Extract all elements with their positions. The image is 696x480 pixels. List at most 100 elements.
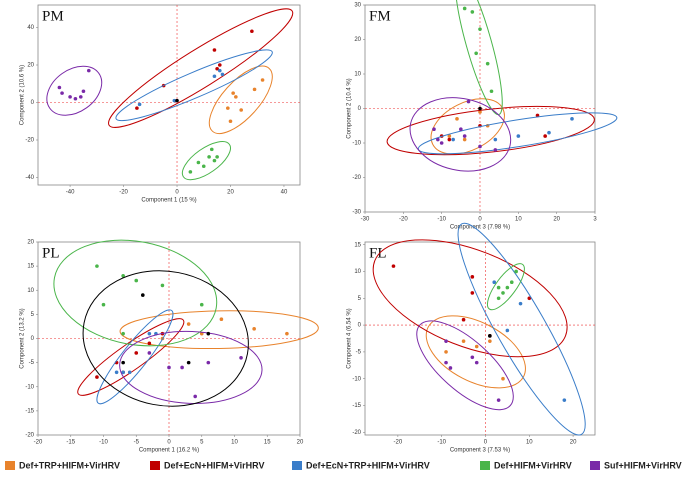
panel: -40 -20 0 20 40 -40 -20 0 20 40 Component 1 (15 %)… <box>20 4 301 204</box>
point <box>188 170 193 174</box>
group-ellipse <box>409 97 512 172</box>
group-ellipse <box>416 320 514 411</box>
point <box>444 339 448 343</box>
y-tick-label: 0 <box>31 336 35 342</box>
point <box>562 398 567 402</box>
point <box>127 370 132 375</box>
x-tick-label: 20 <box>227 190 234 196</box>
point <box>391 264 396 268</box>
point <box>220 72 225 77</box>
point <box>217 68 222 73</box>
x-tick-label: -20 <box>119 190 128 196</box>
point <box>535 113 540 118</box>
legend-swatch <box>292 461 302 470</box>
x-tick-label: 0 <box>167 440 171 446</box>
point <box>212 48 217 52</box>
legend-label: Def+EcN+HIFM+VirHRV <box>164 460 264 470</box>
point <box>147 331 152 336</box>
y-tick-label: -20 <box>352 175 361 181</box>
plot-frame <box>37 4 301 186</box>
group-ellipse <box>454 0 503 116</box>
point <box>474 51 478 56</box>
y-tick-label: 5 <box>31 312 35 318</box>
point <box>492 280 497 285</box>
point <box>186 322 191 326</box>
point <box>212 74 217 79</box>
y-axis-label: Component 2 (10.4 %) <box>347 78 353 138</box>
x-tick-label: -30 <box>361 217 370 223</box>
point <box>121 360 125 365</box>
point <box>474 344 479 349</box>
x-tick-label: 0 <box>175 190 179 196</box>
point <box>516 134 521 138</box>
group-ellipse <box>181 141 231 181</box>
point <box>212 158 217 163</box>
group-ellipse <box>386 105 595 156</box>
point <box>217 63 222 67</box>
x-tick-label: 5 <box>200 440 204 446</box>
x-tick-label: -15 <box>66 440 75 446</box>
y-tick-label: 20 <box>354 37 361 43</box>
group-ellipse <box>119 310 319 350</box>
point <box>547 130 551 135</box>
point <box>505 328 510 333</box>
point <box>461 317 466 322</box>
point <box>73 96 78 101</box>
group-ellipse <box>82 270 249 407</box>
point <box>78 95 83 99</box>
point <box>462 137 467 142</box>
y-axis-label: Component 4 (6.54 %) <box>347 308 353 368</box>
point <box>215 66 219 71</box>
point <box>470 10 475 14</box>
panel-title: PL <box>42 245 60 261</box>
x-tick-label: 0 <box>484 440 488 446</box>
point <box>466 99 471 104</box>
legend-swatch <box>590 461 600 470</box>
legend-label: Def+HIFM+VirHRV <box>494 460 572 470</box>
point <box>470 275 475 279</box>
y-tick-label: 0 <box>358 106 362 112</box>
point <box>160 283 165 288</box>
x-tick-label: -20 <box>34 440 43 446</box>
point <box>172 98 177 103</box>
legend-swatch <box>480 461 490 470</box>
point <box>234 95 238 99</box>
point <box>239 108 243 112</box>
point <box>175 98 179 103</box>
point <box>436 137 440 142</box>
point <box>228 119 233 124</box>
group-ellipse <box>115 49 273 122</box>
group-ellipse <box>430 98 505 155</box>
group-ellipse <box>417 112 618 155</box>
x-tick-label: -40 <box>66 190 75 196</box>
group-ellipse <box>108 8 294 128</box>
point <box>447 137 452 142</box>
point <box>493 137 498 142</box>
point <box>462 134 467 138</box>
group-ellipse <box>96 309 174 405</box>
point <box>462 6 467 11</box>
point <box>501 291 505 295</box>
y-tick-label: -15 <box>352 403 361 409</box>
point <box>86 68 91 73</box>
y-tick-label: -40 <box>25 175 34 181</box>
x-tick-label: 20 <box>570 440 577 446</box>
point <box>470 291 475 295</box>
point <box>496 285 501 290</box>
point <box>285 331 289 336</box>
plot-frame <box>364 241 596 436</box>
x-tick-label: -10 <box>437 217 446 223</box>
y-tick-label: 5 <box>358 296 362 302</box>
point <box>121 331 125 336</box>
y-tick-label: -20 <box>25 433 34 439</box>
y-tick-label: 15 <box>354 242 361 248</box>
point <box>134 278 139 283</box>
point <box>167 365 171 370</box>
y-tick-label: -20 <box>25 138 34 144</box>
point <box>488 334 492 338</box>
point <box>543 134 547 138</box>
point <box>95 375 99 379</box>
panel: -20 -15 -10 -5 0 5 10 15 20 -20 -15 -10 -5 0 5 10 15 20 Co… <box>20 240 319 454</box>
point <box>226 106 230 110</box>
point <box>474 360 479 365</box>
